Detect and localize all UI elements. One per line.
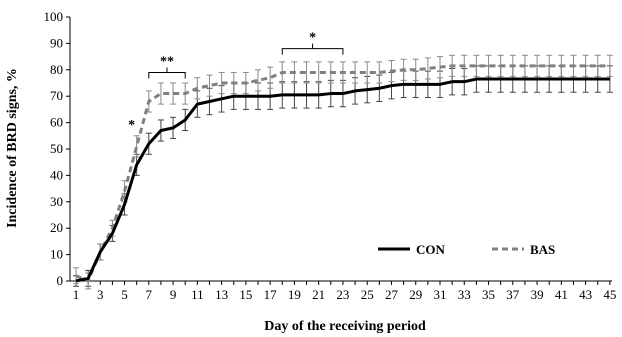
y-tick-label: 0 (57, 273, 64, 288)
x-tick-label: 21 (312, 287, 325, 302)
series-line-bas (75, 64, 610, 283)
x-tick-label: 43 (579, 287, 592, 302)
x-tick-label: 39 (531, 287, 544, 302)
significance-label: ** (160, 54, 174, 69)
legend-label-bas: BAS (530, 242, 555, 257)
x-tick-label: 41 (555, 287, 568, 302)
x-tick-label: 27 (385, 287, 399, 302)
x-ticks: 1 3 5 7 9 11 13 15 17 19 21 23 25 27 29 31 33 35 37 39 41 43 4… (73, 281, 616, 302)
significance-label: * (309, 31, 316, 46)
x-tick-label: 25 (361, 287, 374, 302)
annotations: **** (128, 31, 344, 133)
x-tick-label: 37 (506, 287, 520, 302)
series-line-con (75, 77, 610, 283)
y-tick-label: 90 (50, 35, 63, 50)
y-ticks: 0 10 20 30 40 50 60 70 80 90 100 (44, 9, 70, 288)
significance-star: * (128, 118, 135, 133)
y-axis-title: Incidence of BRD signs, % (5, 68, 20, 228)
x-tick-label: 3 (97, 287, 104, 302)
y-tick-label: 70 (50, 88, 63, 103)
y-tick-label: 60 (50, 115, 63, 130)
significance-bracket (148, 67, 186, 79)
x-tick-label: 29 (409, 287, 422, 302)
legend-label-con: CON (416, 242, 446, 257)
x-tick-label: 17 (264, 287, 278, 302)
legend: CON BAS (378, 242, 555, 257)
y-tick-label: 40 (50, 167, 63, 182)
x-tick-label: 1 (73, 287, 80, 302)
x-axis-title: Day of the receiving period (264, 319, 426, 334)
x-tick-label: 45 (603, 287, 616, 302)
y-tick-label: 30 (50, 194, 63, 209)
series-lines (75, 64, 610, 283)
x-tick-label: 15 (239, 287, 252, 302)
x-tick-label: 31 (434, 287, 447, 302)
x-tick-label: 33 (458, 287, 471, 302)
y-tick-label: 20 (50, 220, 63, 235)
x-tick-label: 9 (170, 287, 177, 302)
x-tick-label: 35 (482, 287, 495, 302)
x-tick-label: 19 (288, 287, 301, 302)
y-axis-title-group: Incidence of BRD signs, % (5, 68, 20, 228)
x-tick-label: 5 (121, 287, 128, 302)
x-tick-label: 11 (191, 287, 204, 302)
y-tick-label: 10 (50, 247, 63, 262)
y-tick-label: 100 (44, 9, 64, 24)
x-tick-label: 7 (146, 287, 153, 302)
y-tick-label: 80 (50, 62, 63, 77)
x-tick-label: 23 (336, 287, 349, 302)
y-tick-label: 50 (50, 141, 63, 156)
x-tick-label: 13 (215, 287, 228, 302)
significance-bracket (281, 43, 344, 55)
